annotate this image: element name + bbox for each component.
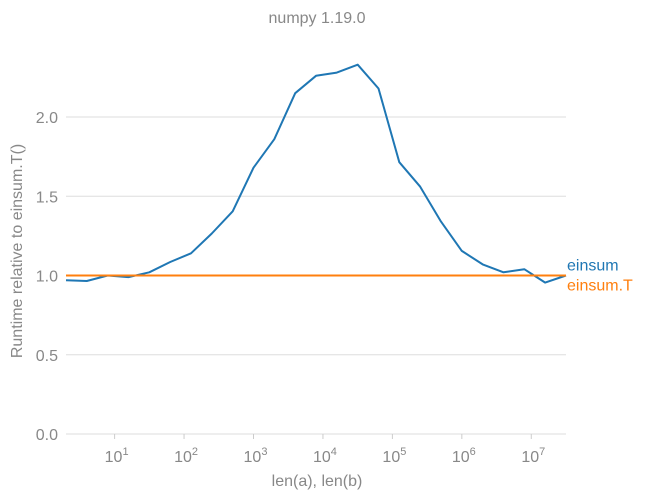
y-tick-label: 2.0 xyxy=(36,110,58,127)
x-tick-labels: 101 102 103 104 105 106 107 xyxy=(105,434,545,466)
x-tick-label: 106 xyxy=(452,446,476,466)
series-label-einsum-T: einsum.T xyxy=(567,278,633,295)
x-tick-label: 101 xyxy=(105,446,129,466)
x-axis-label: len(a), len(b) xyxy=(272,473,363,490)
y-tick-label: 1.5 xyxy=(36,189,58,206)
x-tick-label: 105 xyxy=(382,446,406,466)
series-lines xyxy=(65,63,567,284)
x-tick-label: 107 xyxy=(521,446,545,466)
series-line-einsum xyxy=(65,63,567,284)
y-tick-labels: 0.0 0.5 1.0 1.5 2.0 xyxy=(36,110,58,444)
y-axis-label: Runtime relative to einsum.T() xyxy=(9,144,26,358)
series-label-einsum: einsum xyxy=(567,258,619,275)
x-tick-label: 104 xyxy=(313,446,337,466)
y-tick-label: 1.0 xyxy=(36,269,58,286)
series-labels: einsum einsum.T xyxy=(567,258,633,295)
x-tick-label: 103 xyxy=(244,446,268,466)
y-tick-label: 0.0 xyxy=(36,427,58,444)
x-tick-label: 102 xyxy=(174,446,198,466)
chart-title: numpy 1.19.0 xyxy=(269,10,366,27)
y-tick-label: 0.5 xyxy=(36,348,58,365)
